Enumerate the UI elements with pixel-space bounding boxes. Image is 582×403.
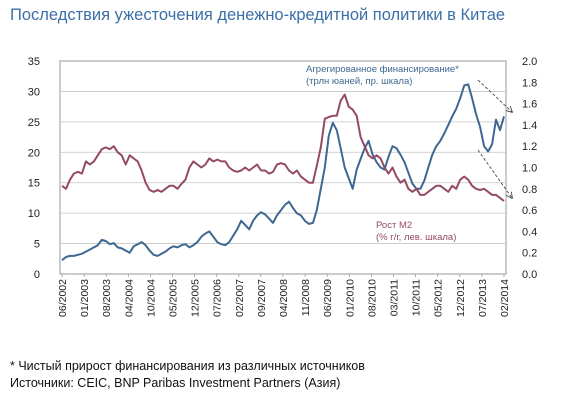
right-tick-label: 1.6: [522, 99, 537, 111]
x-tick-label: 01/2010: [344, 279, 356, 317]
series-line-financing: [61, 83, 505, 261]
left-tick-label: 35: [28, 56, 40, 68]
footnote-asterisk: * Чистый прирост финансирования из разли…: [10, 359, 365, 373]
x-tick-label: 06/2002: [57, 279, 69, 317]
chart-title: Последствия ужесточения денежно-кредитно…: [10, 6, 506, 24]
x-tick-label: 10/2004: [145, 279, 157, 317]
x-tick-label: 04/2004: [123, 279, 135, 317]
footnote-sources: Источники: CEIC, BNP Paribas Investment …: [10, 376, 341, 390]
left-tick-label: 5: [34, 239, 40, 251]
x-tick-label: 04/2008: [278, 279, 290, 317]
right-tick-label: 1.4: [522, 120, 537, 132]
left-tick-label: 15: [28, 178, 40, 190]
right-axis: 0.0 0.2 0.4 0.6 0.8 1.0 1.2 1.4 1.6 1.8 2.0: [522, 56, 537, 281]
m2-label-line-2: (% г/г, лев. шкала): [376, 232, 456, 243]
right-tick-label: 1.2: [522, 141, 537, 153]
x-tick-label: 11/2008: [300, 279, 312, 316]
x-tick-label: 12/2012: [455, 279, 467, 317]
left-tick-label: 20: [28, 147, 40, 159]
right-tick-label: 0.2: [522, 248, 537, 260]
left-tick-label: 25: [28, 117, 40, 129]
x-tick-label: 06/2009: [322, 279, 334, 317]
series-label-financing: Агрегированное финансирование* (трлн юан…: [306, 64, 459, 87]
x-tick-label: 08/2003: [101, 279, 113, 317]
financing-label-line-1: Агрегированное финансирование*: [306, 64, 459, 75]
right-tick-label: 0.8: [522, 184, 537, 196]
left-tick-label: 0: [34, 269, 40, 281]
chart-canvas: 0 5 10 15 20 25 30 35 0.0 0.2 0.4 0.6 0.8 1.0 1.2 1.4 1…: [28, 56, 538, 317]
financing-label-line-2: (трлн юаней, пр. шкала): [306, 76, 412, 87]
x-tick-label: 01/2003: [79, 279, 91, 317]
series-lines: [61, 83, 505, 261]
annotation-arrow-upper: [477, 79, 512, 112]
left-axis: 0 5 10 15 20 25 30 35: [28, 56, 40, 281]
right-tick-label: 1.0: [522, 163, 537, 175]
right-tick-label: 0.0: [522, 269, 537, 281]
right-tick-label: 1.8: [522, 77, 537, 89]
x-tick-label: 02/2014: [499, 279, 511, 317]
x-tick-label: 08/2010: [366, 279, 378, 317]
right-tick-label: 0.6: [522, 205, 537, 217]
x-tick-label: 09/2007: [256, 279, 268, 317]
right-tick-label: 0.4: [522, 226, 537, 238]
series-line-m2: [61, 93, 505, 202]
x-tick-label: 10/2011: [411, 279, 423, 316]
series-label-m2: Рост М2 (% г/г, лев. шкала): [376, 220, 456, 243]
left-tick-label: 30: [28, 86, 40, 98]
x-tick-label: 02/2007: [234, 279, 246, 317]
x-tick-label: 07/2013: [477, 279, 489, 317]
x-axis: 06/2002 01/2003 08/2003 04/2004 10/2004 05/20…: [57, 274, 511, 317]
annotation-arrow-lower: [477, 149, 512, 198]
x-tick-label: 07/2006: [212, 279, 224, 317]
grid: [60, 91, 506, 244]
m2-label-line-1: Рост М2: [376, 220, 412, 231]
x-tick-label: 05/2005: [168, 279, 180, 317]
x-tick-label: 12/2005: [190, 279, 202, 317]
x-tick-label: 03/2011: [389, 279, 401, 316]
left-tick-label: 10: [28, 208, 40, 220]
right-tick-label: 2.0: [522, 56, 537, 68]
x-tick-label: 05/2012: [433, 279, 445, 317]
